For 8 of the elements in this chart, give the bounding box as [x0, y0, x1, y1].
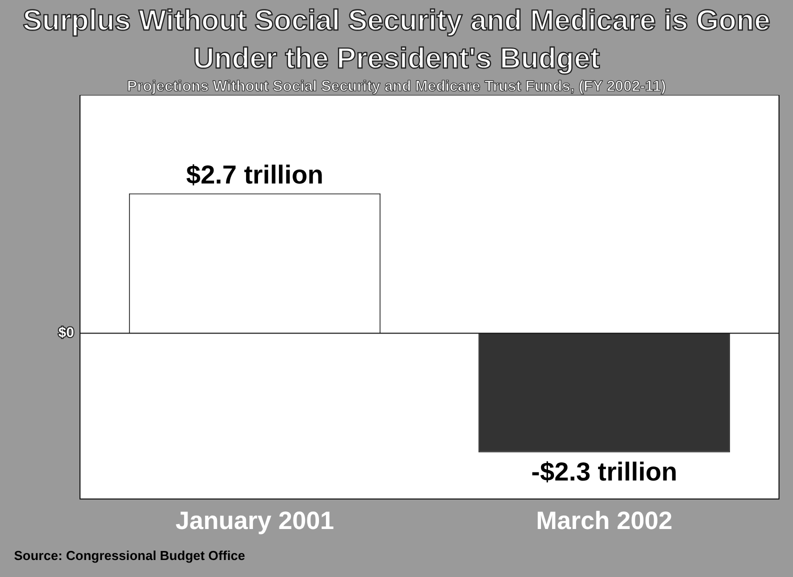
data-label: $2.7 trillion [186, 160, 324, 190]
source-note: Source: Congressional Budget Office [14, 548, 246, 563]
data-label: -$2.3 trillion [531, 456, 678, 487]
chart-title: Surplus Without Social Security and Medicare is Gone Under the President's Budget [22, 4, 772, 77]
x-tick-label: March 2002 [536, 506, 672, 535]
text: $0 [58, 324, 74, 340]
x-tick-label: January 2001 [176, 506, 334, 535]
chart-subtitle: Projections Without Social Security and Medicare Trust Funds, (FY 2002-11) [126, 78, 667, 95]
